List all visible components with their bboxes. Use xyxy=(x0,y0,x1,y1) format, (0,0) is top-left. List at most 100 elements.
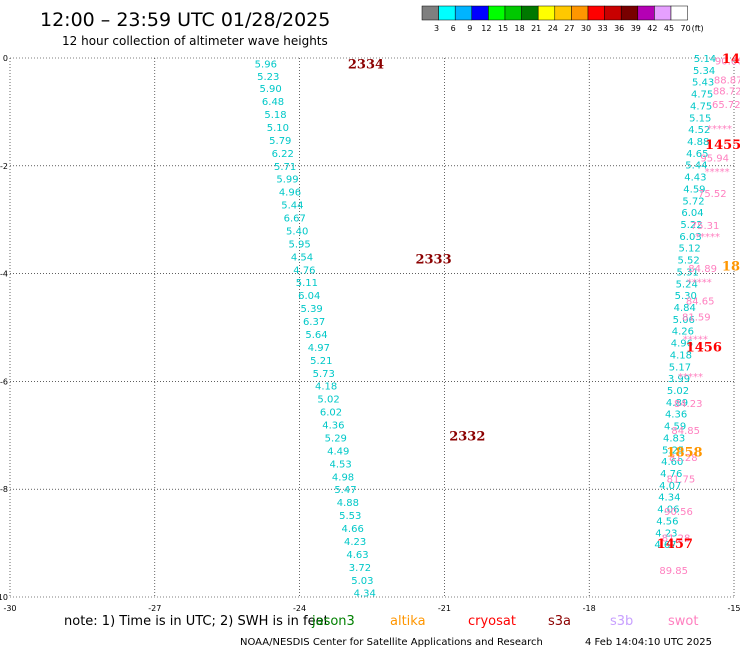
data-point-label: 4.88 xyxy=(687,137,709,148)
data-point-label: 4.67 xyxy=(654,540,676,551)
data-point-label: 4.59 xyxy=(664,422,686,433)
data-point-label: 4.83 xyxy=(663,433,685,444)
data-point-label: 3.99 xyxy=(668,374,690,385)
data-point-label: 5.52 xyxy=(677,256,699,267)
colorbar-swatch xyxy=(637,5,655,21)
data-point-label: 5.24 xyxy=(676,279,698,290)
data-point-label: 81.59 xyxy=(682,313,711,324)
data-point-label: 81.75 xyxy=(667,474,696,485)
pass-label: 2332 xyxy=(449,429,485,444)
data-point-label: ***** xyxy=(683,334,708,345)
data-point-label: 4.34 xyxy=(658,493,680,504)
pass-label: 1455 xyxy=(722,52,740,67)
data-point-label: 5.12 xyxy=(678,244,700,255)
data-point-label: 5.53 xyxy=(339,511,361,522)
data-point-label: 6.48 xyxy=(262,97,284,108)
data-point-label: 5.64 xyxy=(305,330,327,341)
timestamp-text: 4 Feb 14:04:10 UTC 2025 xyxy=(585,637,712,648)
data-point-label: 4.18 xyxy=(670,350,692,361)
data-point-label: 84.85 xyxy=(671,426,700,437)
data-point-label: 84.23 xyxy=(674,399,703,410)
x-tick-label: -27 xyxy=(148,604,161,613)
data-point-label: 4.23 xyxy=(344,537,366,548)
data-point-label: 4.96 xyxy=(671,339,693,350)
data-point-label: 65.72 xyxy=(712,100,740,111)
data-point-label: 4.75 xyxy=(691,90,713,101)
colorbar-swatch xyxy=(504,5,522,21)
y-tick-label: -8 xyxy=(0,485,8,494)
colorbar-swatch xyxy=(438,5,456,21)
chart-subtitle: 12 hour collection of altimeter wave hei… xyxy=(62,34,328,48)
plot-area: -30-27-24-21-18-150-2-4-6-8-105.965.235.… xyxy=(0,52,740,613)
x-tick-label: -30 xyxy=(3,604,16,613)
data-point-label: 6.67 xyxy=(284,214,306,225)
data-point-label: 6.03 xyxy=(679,232,701,243)
data-point-label: 5.15 xyxy=(689,113,711,124)
colorbar-label: 27 xyxy=(564,24,574,33)
data-point-label: 4.26 xyxy=(672,327,694,338)
colorbar-label: 12 xyxy=(481,24,491,33)
data-point-label: 5.23 xyxy=(257,72,279,83)
x-tick-label: -21 xyxy=(438,604,451,613)
y-tick-label: 0 xyxy=(3,54,8,63)
colorbar-label: 45 xyxy=(664,24,674,33)
data-point-label: 4.56 xyxy=(656,516,678,527)
data-point-label: 4.96 xyxy=(279,188,301,199)
data-point-label: 5.96 xyxy=(255,59,277,70)
colorbar-swatch xyxy=(454,5,473,21)
data-point-label: 5.30 xyxy=(675,291,697,302)
data-point-label: 5.71 xyxy=(274,162,296,173)
data-point-label: 6.04 xyxy=(298,291,320,302)
data-point-label: 5.06 xyxy=(673,315,695,326)
data-point-label: 88.72 xyxy=(713,86,740,97)
data-point-label: 4.18 xyxy=(315,382,337,393)
colorbar-label: 18 xyxy=(515,24,525,33)
pass-label: 1857 xyxy=(722,260,740,275)
data-point-label: 4.49 xyxy=(327,446,349,457)
data-point-label: 4.06 xyxy=(657,505,679,516)
colorbar-label: 3 xyxy=(434,24,439,33)
data-point-label: 5.39 xyxy=(301,304,323,315)
x-tick-label: -24 xyxy=(293,604,306,613)
colorbar-label: 15 xyxy=(498,24,508,33)
data-point-label: 89.85 xyxy=(659,566,688,577)
data-point-label: ***** xyxy=(707,124,732,135)
colorbar-swatch xyxy=(521,5,539,21)
data-point-label: 4.43 xyxy=(684,173,706,184)
data-point-label: 4.07 xyxy=(659,481,681,492)
credit-text: NOAA/NESDIS Center for Satellite Applica… xyxy=(240,637,543,648)
data-point-label: 5.47 xyxy=(334,485,356,496)
data-point-label: 5.31 xyxy=(677,267,699,278)
data-point-label: 81.28 xyxy=(669,453,698,464)
colorbar-swatch xyxy=(620,5,639,21)
data-point-label: 4.60 xyxy=(661,457,683,468)
colorbar-swatch xyxy=(670,5,688,21)
data-point-label: 4.63 xyxy=(346,550,368,561)
data-point-label: 5.44 xyxy=(685,161,707,172)
data-point-label: 75.31 xyxy=(691,221,720,232)
data-point-label: 5.72 xyxy=(682,196,704,207)
colorbar: 3 6 9 12 15 18 21 24 27 30 33 36 39 42 45 70 (ft) xyxy=(421,5,704,33)
data-point-label: 4.65 xyxy=(686,149,708,160)
colorbar-label: 21 xyxy=(531,24,541,33)
data-point-label: 3.72 xyxy=(349,563,371,574)
colorbar-swatch xyxy=(587,5,605,21)
data-point-label: 5.95 xyxy=(288,239,310,250)
colorbar-label: 36 xyxy=(614,24,624,33)
data-point-label: 5.03 xyxy=(351,576,373,587)
x-tick-label: -18 xyxy=(583,604,596,613)
colorbar-label: 42 xyxy=(647,24,657,33)
data-point-label: 5.18 xyxy=(264,110,286,121)
y-tick-label: -10 xyxy=(0,593,8,602)
colorbar-swatch xyxy=(554,5,572,21)
data-point-label: 5.02 xyxy=(317,395,339,406)
colorbar-label: 24 xyxy=(548,24,558,33)
data-point-label: 81.28 xyxy=(662,534,691,545)
legend-s3b: s3b xyxy=(610,614,633,629)
legend-jason3: jason3 xyxy=(311,614,355,629)
data-point-label: 5.90 xyxy=(260,84,282,95)
colorbar-label: 6 xyxy=(451,24,456,33)
data-point-label: 90.56 xyxy=(664,507,693,518)
data-point-label: 5.10 xyxy=(267,123,289,134)
